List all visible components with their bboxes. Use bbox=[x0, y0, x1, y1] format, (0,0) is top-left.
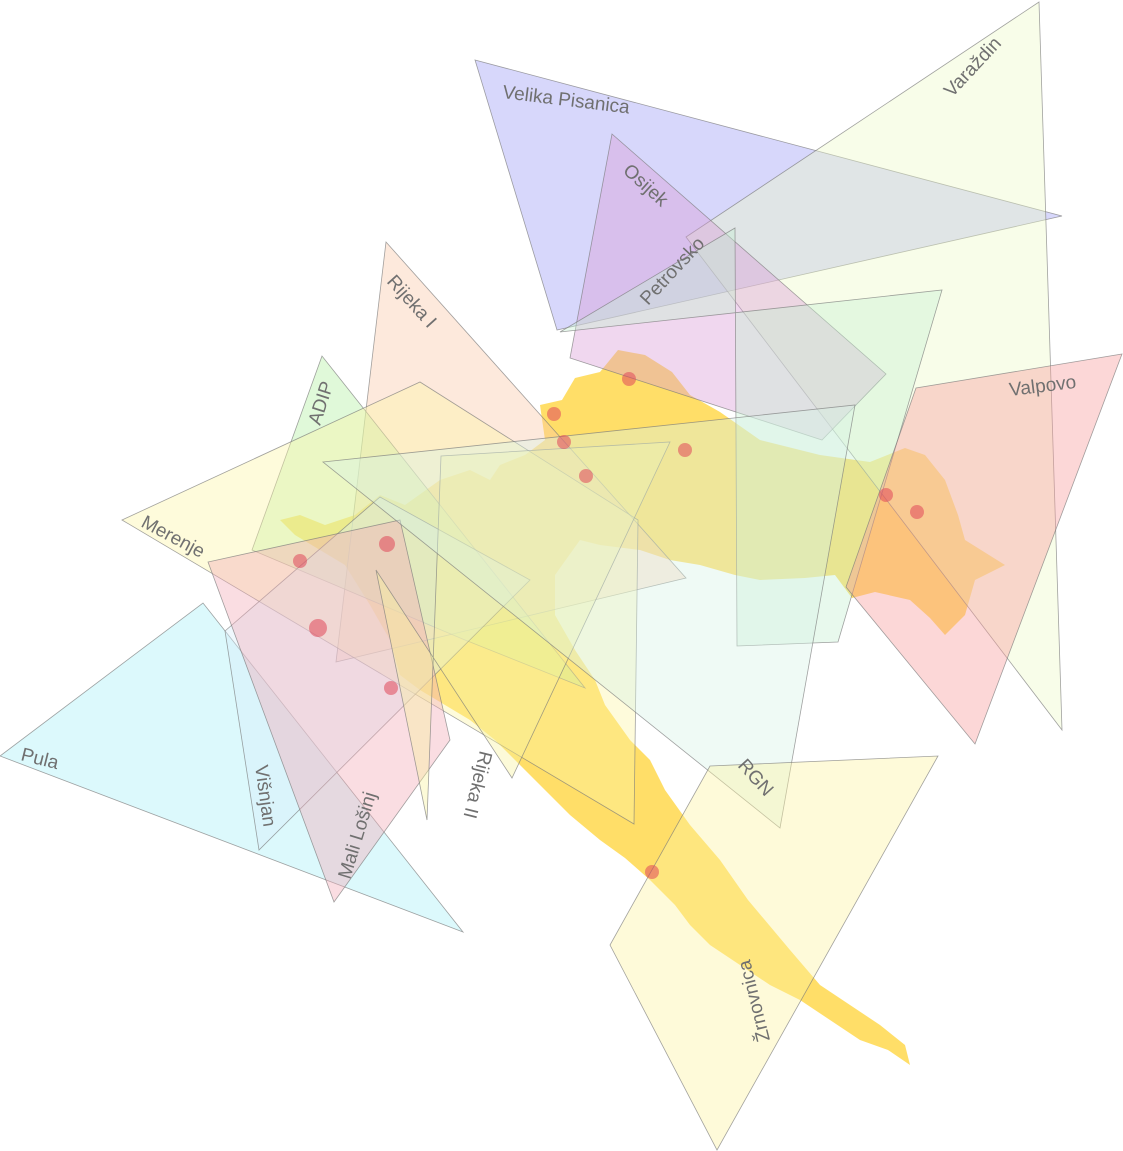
station-point bbox=[384, 681, 398, 695]
croatia-territory bbox=[280, 350, 1005, 1065]
station-point bbox=[379, 536, 395, 552]
station-point bbox=[678, 443, 692, 457]
triangle-rgn bbox=[321, 404, 856, 829]
triangle-mali-losinj bbox=[207, 519, 451, 903]
station-point bbox=[879, 488, 893, 502]
station-point bbox=[557, 435, 571, 449]
triangle-rijeka-ii bbox=[375, 441, 671, 821]
triangle-petrovsko bbox=[559, 227, 943, 647]
station-point bbox=[579, 469, 593, 483]
station-point bbox=[309, 619, 327, 637]
station-point bbox=[622, 372, 636, 386]
triangle-pula bbox=[0, 602, 465, 933]
triangle-merenje bbox=[121, 381, 639, 825]
triangle-velika-pisanica bbox=[474, 59, 1063, 331]
label-rijeka-ii: Rijeka II bbox=[459, 749, 496, 821]
triangle-zrnovnica bbox=[609, 755, 939, 1151]
triangle-visnjan bbox=[224, 496, 531, 851]
station-point bbox=[645, 865, 659, 879]
triangle-valpovo bbox=[845, 353, 1123, 745]
station-point bbox=[547, 407, 561, 421]
triangle-osijek bbox=[569, 133, 887, 441]
station-point bbox=[910, 505, 924, 519]
station-point bbox=[293, 554, 307, 568]
